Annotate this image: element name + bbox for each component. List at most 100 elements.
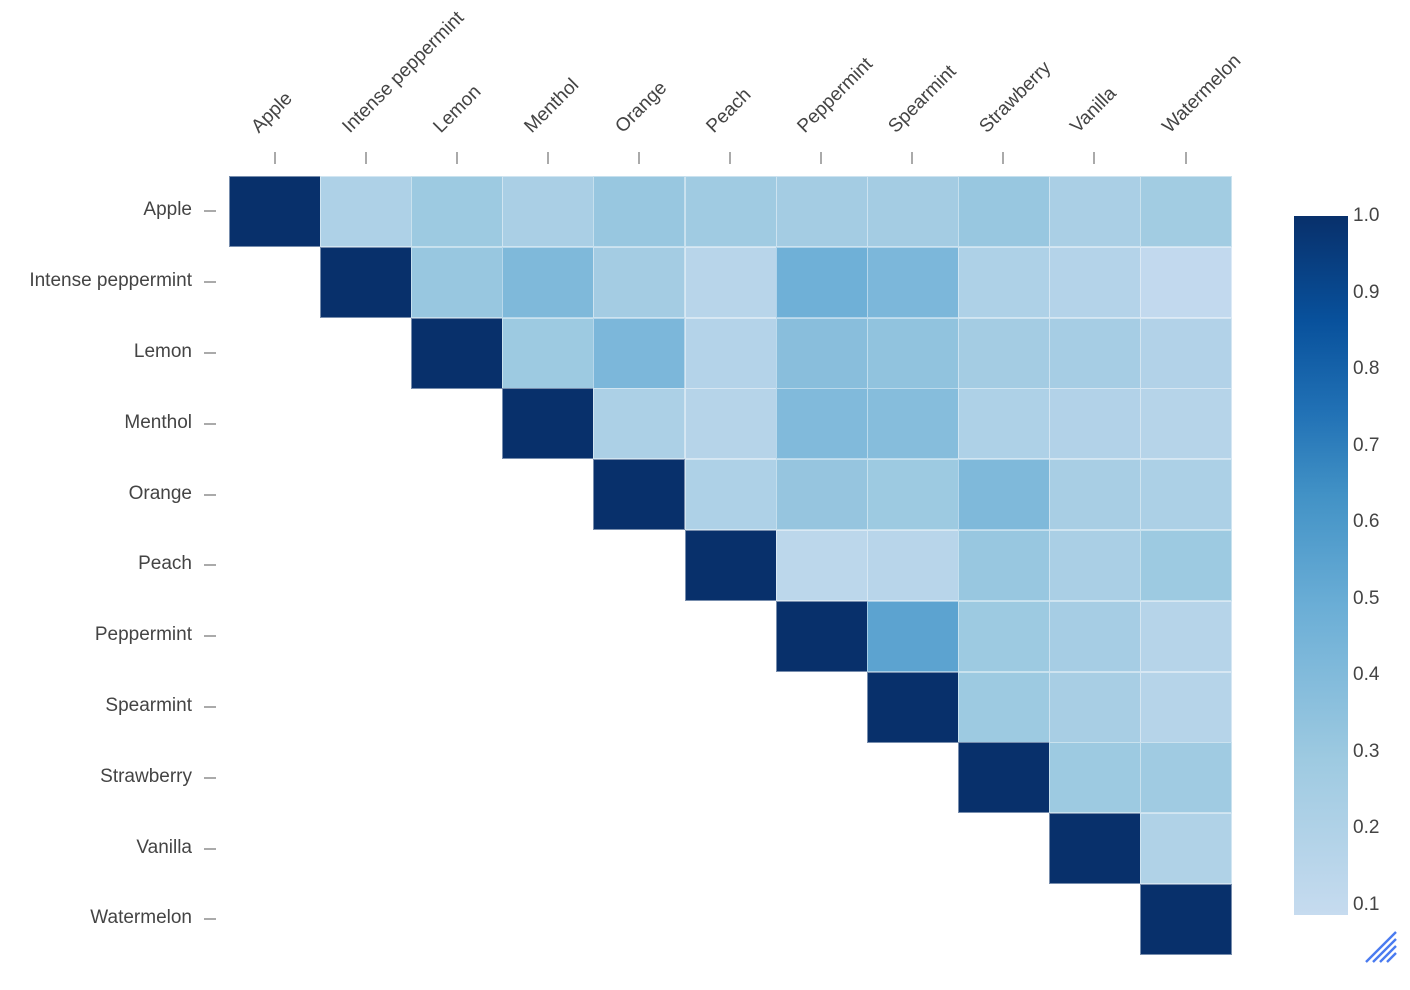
x-tick — [820, 152, 823, 164]
y-axis-label: Lemon — [133, 341, 192, 362]
x-axis-label: Spearmint — [884, 61, 961, 138]
colorbar-tick-label: 0.3 — [1353, 740, 1380, 762]
heatmap-cell — [684, 317, 777, 389]
y-tick — [204, 918, 216, 921]
heatmap-cell — [502, 317, 595, 389]
heatmap-cell — [1140, 742, 1232, 814]
heatmap-cell — [1140, 884, 1232, 955]
heatmap-cell — [684, 176, 777, 247]
x-tick — [546, 152, 549, 164]
y-tick — [204, 706, 216, 708]
heatmap-cell — [1048, 813, 1141, 885]
heatmap-cell — [320, 246, 413, 318]
y-tick — [204, 776, 216, 779]
heatmap-cell — [1048, 530, 1141, 601]
heatmap-cell — [1048, 388, 1141, 460]
heatmap-cell — [1048, 176, 1141, 247]
x-axis-label: Orange — [611, 77, 672, 138]
heatmap-cell — [775, 530, 868, 601]
heatmap-cell — [411, 317, 504, 389]
heatmap-cell — [1048, 246, 1141, 318]
colorbar-tick-label: 1.0 — [1353, 205, 1380, 226]
heatmap-cell — [775, 317, 868, 389]
colorbar-tick-label: 0.1 — [1353, 894, 1380, 915]
x-tick — [455, 152, 458, 164]
heatmap-cell — [866, 530, 959, 601]
colorbar-tick-label: 0.6 — [1353, 511, 1380, 533]
heatmap-cell — [866, 671, 959, 743]
colorbar-tick-label: 0.4 — [1353, 664, 1380, 686]
heatmap-cell — [957, 600, 1050, 672]
colorbar-tick-label: 0.8 — [1353, 358, 1380, 380]
x-tick — [1093, 152, 1096, 164]
heatmap-cell — [957, 530, 1050, 601]
heatmap-cell — [593, 176, 686, 247]
heatmap-cell — [502, 388, 595, 460]
heatmap-cell — [1048, 671, 1141, 743]
x-tick — [1184, 152, 1187, 164]
x-axis-label: Watermelon — [1157, 50, 1245, 138]
heatmap-cell — [411, 246, 504, 318]
colorbar-tick-label: 0.5 — [1353, 587, 1380, 609]
heatmap-cell — [593, 459, 686, 531]
heatmap-cell — [957, 388, 1050, 460]
heatmap-cell — [1140, 600, 1232, 672]
heatmap-cell — [593, 246, 686, 318]
x-axis-label: Apple — [246, 88, 297, 138]
heatmap-cell — [411, 176, 504, 247]
heatmap-cell — [684, 388, 777, 460]
heatmap-cell — [957, 176, 1050, 247]
y-axis-label: Vanilla — [136, 836, 192, 858]
y-tick — [204, 847, 216, 850]
heatmap-cell — [684, 246, 777, 318]
colorbar-tick-label: 0.9 — [1353, 281, 1380, 303]
heatmap-cell — [684, 459, 777, 531]
heatmap-cell — [775, 176, 868, 247]
heatmap-cell — [593, 388, 686, 460]
x-tick — [911, 152, 914, 164]
x-tick — [364, 152, 367, 164]
y-axis-label: Menthol — [124, 411, 192, 433]
heatmap-cell — [1048, 317, 1141, 389]
heatmap-cell — [229, 176, 321, 247]
y-tick — [204, 281, 216, 284]
y-axis-label: Orange — [128, 482, 192, 504]
heatmap-cell — [957, 742, 1050, 814]
heatmap-cell — [866, 317, 959, 389]
heatmap-cell — [1140, 671, 1232, 743]
y-axis-label: Apple — [143, 199, 192, 221]
y-axis-label: Peppermint — [94, 624, 192, 646]
heatmap-cell — [684, 530, 777, 601]
x-axis-label: Strawberry — [975, 57, 1056, 138]
heatmap-cell — [1140, 388, 1232, 460]
y-tick — [204, 422, 216, 425]
heatmap-cell — [320, 176, 413, 247]
heatmap-cell — [593, 317, 686, 389]
heatmap-cell — [1140, 459, 1232, 531]
x-axis-label: Peach — [702, 84, 756, 138]
y-tick — [204, 635, 216, 638]
x-tick — [637, 152, 640, 164]
heatmap-cell — [1140, 176, 1232, 247]
y-tick — [204, 493, 216, 496]
heatmap-cell — [1140, 246, 1232, 318]
heatmap-cell — [1140, 317, 1232, 389]
colorbar-tick-label: 0.7 — [1353, 434, 1380, 456]
heatmap-cell — [957, 671, 1050, 743]
heatmap-cell — [866, 176, 959, 247]
heatmap-cell — [1048, 459, 1141, 531]
x-axis-label: Menthol — [520, 74, 583, 138]
heatmap-cell — [957, 317, 1050, 389]
x-axis-label: Vanilla — [1066, 83, 1122, 138]
x-tick — [273, 152, 276, 164]
y-tick — [204, 210, 216, 213]
resize-handle-icon[interactable] — [1364, 930, 1398, 964]
heatmap-cell — [1140, 530, 1232, 601]
heatmap-cell — [866, 246, 959, 318]
heatmap-cell — [1048, 600, 1141, 672]
heatmap-cell — [866, 388, 959, 460]
heatmap-cell — [957, 459, 1050, 531]
x-tick — [1002, 152, 1005, 164]
y-axis-label: Strawberry — [100, 765, 192, 787]
